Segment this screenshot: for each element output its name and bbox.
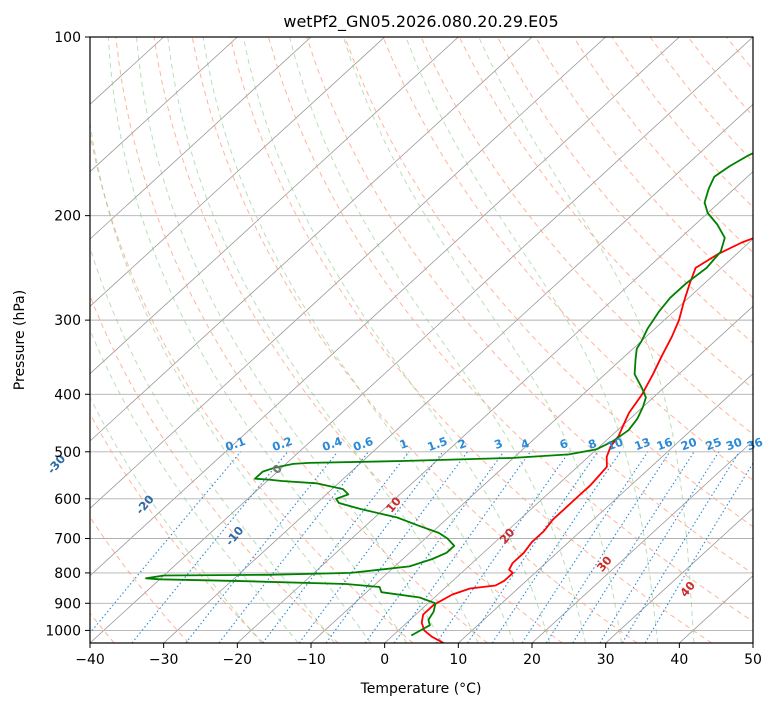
moist-adiabat-line <box>202 37 515 643</box>
x-tick-label: 0 <box>380 652 389 668</box>
x-tick-label: −20 <box>223 652 253 668</box>
x-tick-label: −40 <box>75 652 105 668</box>
isotherm-line <box>237 171 753 643</box>
mixing-ratio-label: 25 <box>704 435 724 454</box>
x-tick-label: 30 <box>597 652 615 668</box>
mixing-ratio-line <box>364 451 505 643</box>
chart-title: wetPf2_GN05.2026.080.20.29.E05 <box>283 12 558 32</box>
mixing-ratio-line <box>298 451 444 643</box>
profile-lines <box>145 152 753 643</box>
mixing-ratio-line <box>185 451 339 643</box>
mixing-ratio-line <box>621 451 740 643</box>
dry-adiabat-line <box>90 294 339 643</box>
mixing-ratio-label: 10 <box>605 435 625 454</box>
isotherm-line <box>90 37 680 577</box>
dry-adiabat-line <box>344 37 753 528</box>
y-axis-label: Pressure (hPa) <box>12 290 28 390</box>
mixing-ratio-line <box>262 451 410 643</box>
mixing-ratio-label: 20 <box>679 435 699 454</box>
x-tick-label: −10 <box>296 652 326 668</box>
x-tick-label: 10 <box>449 652 467 668</box>
moist-adiabat-line <box>107 37 408 643</box>
isotherm-line <box>458 373 753 643</box>
mixing-ratio-label: 0.6 <box>351 434 375 454</box>
moist-adiabat-line <box>90 396 263 643</box>
mixing-ratio-line <box>393 451 531 643</box>
moist-adiabat-line <box>90 328 299 643</box>
dry-adiabat-line <box>90 131 414 643</box>
mixing-ratio-line <box>491 451 621 643</box>
plot-background-lines <box>90 37 753 643</box>
isotherm-line <box>90 37 753 643</box>
isotherm-line <box>90 37 312 240</box>
isotherm-line <box>90 37 385 307</box>
isotherm-line <box>90 37 533 442</box>
y-tick-label: 500 <box>54 445 81 461</box>
y-tick-label: 300 <box>54 313 81 329</box>
mixing-ratio-line <box>572 451 695 643</box>
y-tick-label: 700 <box>54 532 81 548</box>
mixing-ratio-label: 36 <box>745 435 765 454</box>
isotherm-line <box>90 37 459 375</box>
plot-frame <box>89 36 754 644</box>
y-tick-label: 800 <box>54 566 81 582</box>
mixing-ratio-label: 13 <box>633 435 653 454</box>
isotherm-line <box>531 440 753 643</box>
y-tick-label: 100 <box>54 30 81 46</box>
mixing-ratio-label: 0.2 <box>270 434 294 454</box>
mixing-ratio-line <box>545 451 671 643</box>
dry-adiabat-line <box>90 516 190 643</box>
dry-adiabat-line <box>496 37 753 344</box>
dry-adiabat-line <box>268 37 753 623</box>
y-tick-label: 900 <box>54 596 81 612</box>
mixing-ratio-line <box>435 451 570 643</box>
moist-adiabat-line <box>90 245 335 643</box>
moist-adiabat-line <box>405 37 659 643</box>
moist-adiabat-line <box>136 37 443 643</box>
mixing-ratio-line <box>131 451 289 643</box>
mixing-ratio-label: 1.5 <box>425 434 449 454</box>
dry-adiabat-line <box>458 37 753 390</box>
isotherm-line <box>163 103 753 643</box>
dry-adiabat-line <box>191 37 638 643</box>
mixing-ratio-line <box>521 451 649 643</box>
moist-adiabat-line <box>167 37 479 643</box>
dry-adiabat-line <box>229 37 712 643</box>
y-tick-label: 200 <box>54 209 81 225</box>
x-tick-label: 20 <box>523 652 541 668</box>
x-axis-label: Temperature (°C) <box>360 681 482 697</box>
y-tick-label: 400 <box>54 387 81 403</box>
y-tick-label: 600 <box>54 492 81 508</box>
mixing-ratio-label: 0.4 <box>320 434 344 454</box>
isotherm-line <box>605 507 753 643</box>
x-tick-label: −30 <box>149 652 179 668</box>
isotherm-line <box>90 37 606 509</box>
moist-adiabat-line <box>342 37 623 643</box>
dry-adiabat-line <box>115 37 488 643</box>
mixing-ratio-line <box>325 451 468 643</box>
mixing-ratio-line <box>467 451 599 643</box>
mixing-ratio-label: 0.1 <box>223 434 247 454</box>
x-tick-label: 50 <box>744 652 762 668</box>
y-tick-label: 1000 <box>45 623 81 639</box>
axis-ticks: −40 −30 −20 −10 0 10 20 30 40 50 1000 900 800 700 600 5… <box>45 30 762 668</box>
isotherm-line <box>384 305 753 643</box>
mixing-ratio-line <box>644 462 753 643</box>
temperature-profile-line <box>420 237 753 643</box>
dry-adiabat-line <box>306 37 753 575</box>
mixing-ratio-label: 30 <box>724 435 744 454</box>
moist-adiabat-line <box>289 37 587 643</box>
mixing-ratio-label: 16 <box>655 435 675 454</box>
dewpoint-profile-line <box>145 152 753 637</box>
isotherm-line <box>90 37 238 173</box>
dry-adiabat-line <box>153 37 563 643</box>
mixing-ratio-line <box>90 451 242 634</box>
moist-adiabat-line <box>478 37 695 643</box>
dry-adiabat-line <box>90 412 264 643</box>
x-tick-label: 40 <box>670 652 688 668</box>
moist-adiabat-line <box>90 119 372 643</box>
